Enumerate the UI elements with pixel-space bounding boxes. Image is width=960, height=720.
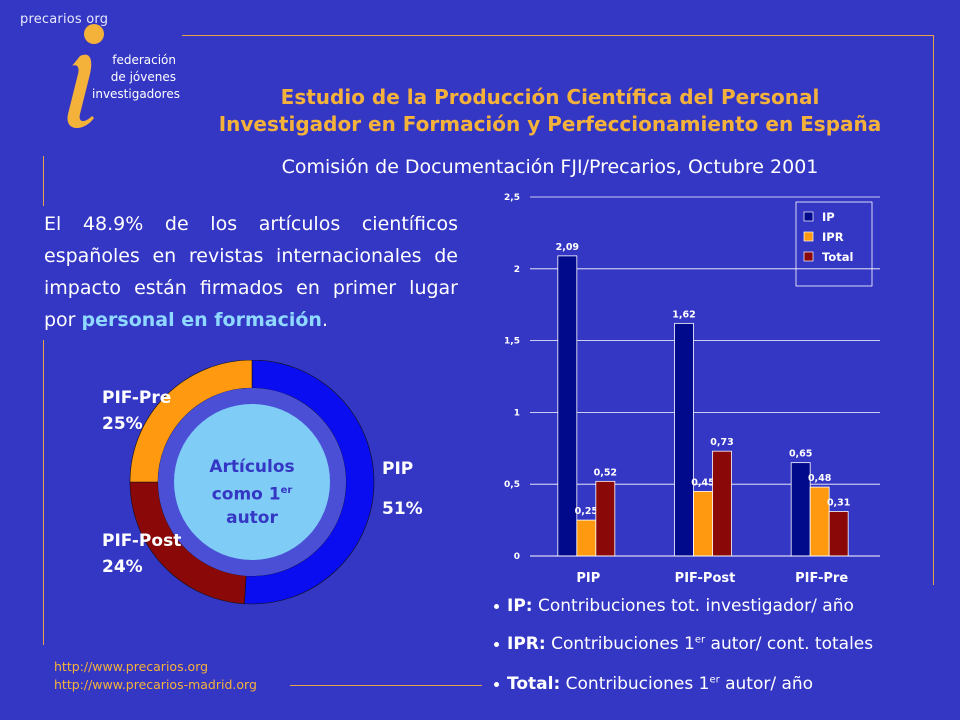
- logo-top-text: precarios org: [20, 12, 109, 27]
- donut-center-disc: [174, 404, 330, 560]
- donut-center-label: Artículos como 1er autor: [192, 456, 312, 530]
- donut-label-pif-post: PIF-Post 24%: [102, 531, 182, 577]
- bar-value-label: 0,65: [789, 449, 812, 460]
- title-line-2: Investigador en Formación y Perfeccionam…: [218, 112, 882, 136]
- right-rule: [933, 35, 934, 585]
- left-rule-upper: [43, 156, 44, 206]
- footer-links: http://www.precarios.org http://www.prec…: [54, 658, 257, 694]
- left-rule-lower: [43, 340, 44, 645]
- legend-swatch-total: [803, 251, 814, 262]
- y-tick-label: 1,5: [504, 337, 520, 347]
- y-tick-label: 1: [514, 408, 520, 418]
- page-subtitle: Comisión de Documentación FJI/Precarios,…: [281, 156, 819, 178]
- bottom-rule: [290, 685, 482, 686]
- bar-value-label: 0,52: [594, 467, 617, 478]
- bar-total-pif-post: [712, 450, 732, 557]
- y-tick-label: 2,5: [504, 193, 520, 203]
- bar-value-label: 0,73: [710, 437, 733, 448]
- bar-total-pif-pre: [828, 511, 849, 557]
- bar-value-label: 0,48: [808, 473, 832, 484]
- bar-value-label: 2,09: [556, 242, 579, 253]
- bar-value-label: 0,45: [691, 477, 714, 488]
- legend-label: Total: [822, 250, 853, 264]
- intro-highlight: personal en formación: [81, 309, 322, 331]
- bar-total-pip: [595, 480, 616, 557]
- chart-legend: IP IPR Total: [795, 201, 873, 287]
- top-rule: [182, 35, 934, 36]
- donut-center-line-2: como 1er: [211, 484, 293, 505]
- donut-center-line-3: autor: [226, 507, 278, 528]
- logo-line-3: investigadores: [92, 87, 180, 101]
- bar-ip-pif-post: [674, 322, 694, 557]
- x-tick-label: PIP: [576, 571, 600, 586]
- legend-label: IP: [822, 210, 835, 224]
- logo-i-icon: [67, 24, 104, 129]
- x-tick-label: PIF-Pre: [795, 571, 848, 586]
- x-tick-label: PIF-Post: [675, 571, 736, 586]
- bar-value-label: 1,62: [672, 309, 695, 320]
- link-precarios[interactable]: http://www.precarios.org: [54, 659, 209, 674]
- note-ipr: IPR: Contribuciones 1er autor/ cont. tot…: [494, 634, 873, 654]
- note-ip: IP: Contribuciones tot. investigador/ añ…: [494, 596, 854, 616]
- y-tick-label: 0,5: [504, 480, 520, 490]
- bullet-icon: [494, 603, 499, 609]
- bar-ipr-pif-post: [693, 490, 713, 557]
- donut-chart: [129, 360, 375, 605]
- donut-center-line-1: Artículos: [209, 457, 295, 477]
- donut-label-pip: PIP 51%: [382, 459, 423, 519]
- bullet-icon: [494, 641, 499, 647]
- y-tick-label: 0: [514, 552, 520, 562]
- logo-line-1: federación: [112, 53, 176, 67]
- page-title: Estudio de la Producción Científica del …: [150, 84, 950, 138]
- legend-swatch-ip: [803, 211, 814, 222]
- bullet-icon: [494, 681, 499, 687]
- donut-label-pif-pre: PIF-Pre 25%: [102, 388, 172, 434]
- legend-label: IPR: [822, 230, 844, 244]
- intro-end: .: [321, 309, 328, 331]
- bar-ipr-pip: [576, 519, 597, 557]
- y-tick-label: 2: [514, 265, 520, 275]
- bar-value-label: 0,25: [575, 506, 598, 517]
- bar-chart: 0 0,5 1 1,5 2 2,5 2,09 0,25 0,52 PIP 1,62 0,45 0,73 P…: [504, 193, 880, 586]
- title-line-1: Estudio de la Producción Científica del …: [280, 85, 820, 109]
- bar-value-label: 0,31: [827, 497, 850, 508]
- note-total: Total: Contribuciones 1er autor/ año: [494, 674, 813, 694]
- link-precarios-madrid[interactable]: http://www.precarios-madrid.org: [54, 677, 257, 692]
- intro-paragraph: El 48.9% de los artículos científicos es…: [44, 208, 458, 336]
- legend-swatch-ipr: [803, 231, 814, 242]
- intro-text: El 48.9% de los artículos científicos es…: [44, 213, 458, 331]
- logo-line-2: de jóvenes: [110, 70, 176, 84]
- logo-org-name: federación de jóvenes investigadores: [92, 52, 180, 103]
